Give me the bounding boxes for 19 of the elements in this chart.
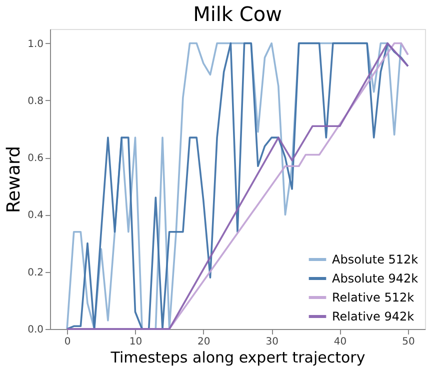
- legend-label: Relative 512k: [332, 290, 414, 304]
- y-tick-label: 0.2: [28, 267, 44, 278]
- chart-title: Milk Cow: [193, 2, 282, 26]
- x-axis-title: Timesteps along expert trajectory: [110, 348, 366, 366]
- x-tick-label: 50: [402, 336, 415, 348]
- y-tick-label: 0.4: [28, 210, 44, 222]
- x-tick-label: 20: [198, 336, 210, 348]
- y-tick-label: 1.0: [28, 38, 44, 50]
- x-tick-label: 40: [334, 336, 347, 348]
- y-tick-label: 0.8: [28, 96, 44, 107]
- legend-label: Absolute 942k: [332, 272, 418, 286]
- y-tick-label: 0.6: [28, 153, 44, 164]
- legend-label: Relative 942k: [332, 310, 414, 324]
- x-tick-label: 10: [129, 336, 142, 348]
- y-axis-title: Reward: [4, 146, 25, 214]
- x-tick-label: 0: [64, 336, 71, 348]
- y-tick-label: 0.0: [28, 324, 44, 336]
- x-tick-label: 30: [266, 336, 278, 348]
- legend-label: Absolute 512k: [332, 252, 418, 266]
